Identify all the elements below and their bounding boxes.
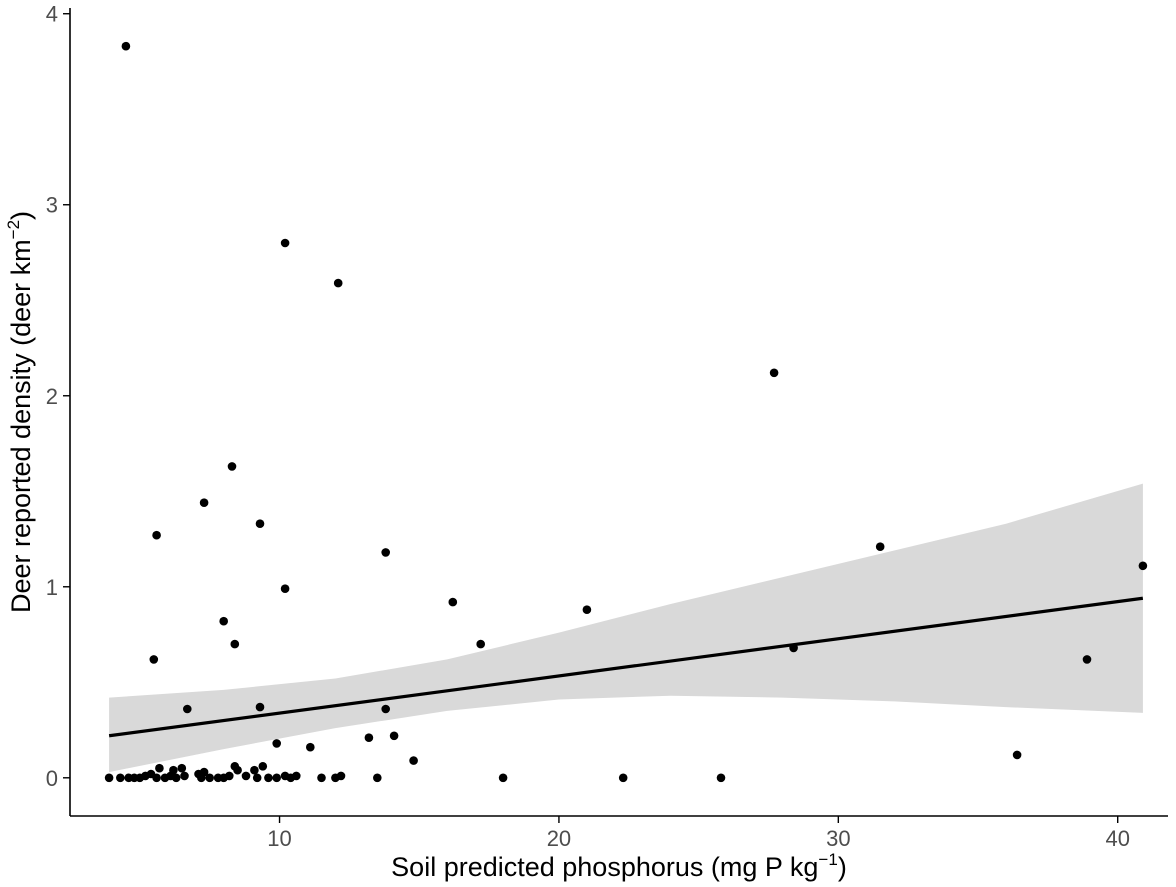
data-point-6: [255, 519, 265, 528]
data-point-47: [171, 773, 181, 783]
data-point-27: [1012, 750, 1022, 760]
data-point-22: [381, 704, 391, 714]
data-point-48: [180, 771, 189, 781]
data-point-18: [149, 655, 159, 664]
x-tick-label-10: 10: [267, 826, 291, 851]
data-point-65: [373, 773, 382, 783]
data-point-2: [333, 278, 343, 288]
data-point-57: [264, 773, 273, 783]
data-point-3: [769, 368, 779, 378]
data-point-51: [205, 773, 214, 783]
data-point-68: [716, 773, 726, 783]
data-point-1: [280, 238, 290, 248]
x-axis-title-text: Soil predicted phosphorus (mg P kg: [391, 852, 818, 882]
y-axis-title: Deer reported density (deer km−2): [4, 211, 36, 613]
data-point-61: [292, 771, 301, 781]
data-point-29: [258, 762, 268, 771]
y-ticks: 0 1 2 3 4: [46, 2, 70, 791]
y-axis-title-suffix: ): [6, 211, 36, 220]
data-point-36: [233, 765, 242, 775]
x-tick-label-20: 20: [547, 826, 571, 851]
data-point-67: [618, 773, 628, 783]
x-tick-label-40: 40: [1105, 826, 1129, 851]
data-point-4: [227, 462, 237, 471]
y-axis-title-superscript: −2: [4, 220, 23, 239]
data-point-25: [272, 739, 282, 748]
data-point-10: [1138, 561, 1148, 571]
y-tick-label-2: 2: [46, 384, 58, 409]
y-tick-label-0: 0: [46, 766, 58, 791]
data-point-64: [336, 771, 346, 781]
x-tick-label-30: 30: [826, 826, 850, 851]
data-point-56: [252, 773, 262, 783]
data-point-5: [199, 498, 209, 508]
x-axis-title-suffix: ): [838, 852, 847, 882]
data-point-24: [364, 733, 374, 742]
data-point-21: [255, 702, 265, 712]
regression-line-layer: [108, 596, 1144, 738]
data-point-23: [389, 731, 399, 741]
data-point-31: [155, 763, 164, 773]
data-point-0: [121, 41, 131, 51]
data-points-layer: [104, 41, 1148, 783]
data-point-12: [448, 597, 458, 607]
data-point-44: [152, 773, 161, 783]
y-axis-title-text: Deer reported density (deer km: [6, 239, 36, 613]
data-point-54: [225, 771, 234, 781]
data-point-8: [875, 542, 885, 551]
axes-layer: [69, 8, 1168, 817]
y-tick-label-1: 1: [46, 575, 58, 600]
data-point-26: [306, 742, 315, 752]
regression-line: [108, 596, 1144, 738]
data-point-58: [272, 773, 282, 783]
data-point-15: [230, 639, 240, 649]
data-point-9: [381, 548, 391, 557]
confidence-ribbon: [109, 483, 1143, 773]
data-point-37: [104, 773, 114, 783]
data-point-32: [177, 763, 187, 773]
confidence-ribbon-layer: [109, 483, 1143, 773]
data-point-19: [1082, 655, 1092, 664]
data-point-20: [183, 704, 192, 714]
y-tick-label-4: 4: [46, 2, 58, 27]
data-point-28: [409, 756, 418, 765]
data-point-55: [241, 771, 251, 781]
data-point-13: [582, 605, 592, 614]
data-point-7: [152, 530, 161, 540]
x-axis-title-superscript: −1: [818, 850, 837, 869]
data-point-50: [197, 773, 206, 783]
data-point-38: [116, 773, 125, 783]
data-point-16: [476, 639, 486, 649]
data-point-34: [250, 765, 259, 775]
data-point-11: [280, 584, 290, 593]
data-point-62: [317, 773, 326, 783]
data-point-14: [219, 616, 228, 626]
x-ticks: 10 20 30 40: [267, 816, 1130, 851]
data-point-17: [789, 643, 798, 653]
x-axis-title: Soil predicted phosphorus (mg P kg−1): [391, 850, 847, 882]
data-point-66: [498, 773, 508, 783]
y-tick-label-3: 3: [46, 193, 58, 218]
